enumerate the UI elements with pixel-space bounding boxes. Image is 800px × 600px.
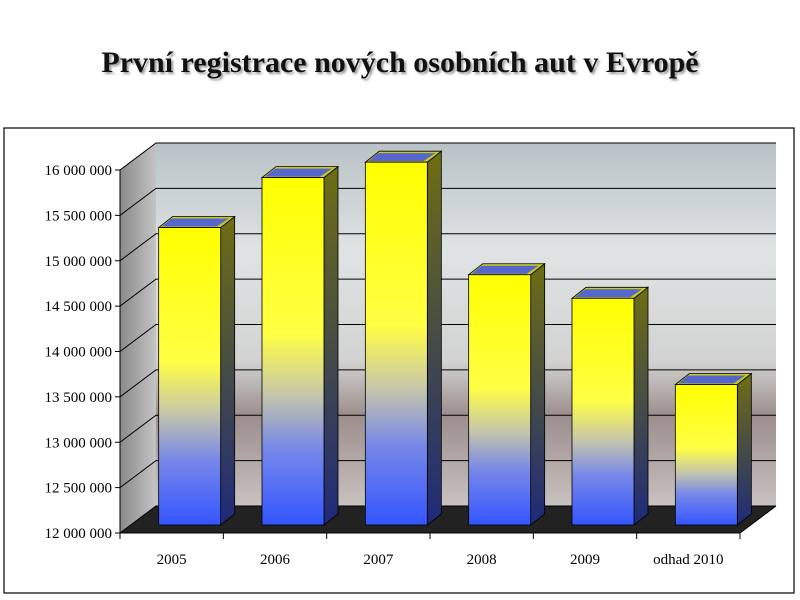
x-tick-label: 2007 <box>363 552 394 568</box>
x-axis: 2005 2006 2007 2008 2009 odhad 2010 <box>119 505 777 568</box>
x-tick-label: 2009 <box>570 552 600 568</box>
y-tick-label: 12 500 000 <box>45 481 113 497</box>
y-tick-label: 15 000 000 <box>45 254 113 270</box>
floor-edge <box>739 505 777 534</box>
bar <box>157 215 236 526</box>
bar-front <box>468 274 532 526</box>
bar <box>570 286 650 526</box>
y-tick-label: 13 500 000 <box>45 390 113 406</box>
x-tick-label: 2008 <box>467 552 497 568</box>
y-tick-label: 16 000 000 <box>45 163 113 179</box>
bar <box>260 165 340 526</box>
gridline <box>119 187 776 216</box>
gridline <box>119 460 776 489</box>
bar-top-shade <box>265 168 332 177</box>
bar-front <box>674 384 738 526</box>
bar-front <box>158 227 222 526</box>
x-tick-label: 2005 <box>157 552 187 568</box>
gridline <box>119 369 776 398</box>
y-tick-label: 12 000 000 <box>45 526 113 542</box>
bar-top-shade <box>368 153 436 162</box>
gridline <box>119 414 776 443</box>
y-tick-label: 15 500 000 <box>45 208 113 224</box>
bar-front <box>364 161 428 526</box>
bar-side <box>633 286 649 526</box>
gridline <box>119 505 776 534</box>
y-axis: 12 000 000 12 500 000 13 000 000 13 500 000… <box>45 163 121 542</box>
bar-top-shade <box>471 265 539 274</box>
bar-front <box>261 177 325 526</box>
bar-top-shade <box>161 218 229 227</box>
bar <box>674 372 753 526</box>
y-tick-label: 14 000 000 <box>45 345 113 361</box>
gridline <box>119 324 776 352</box>
bar-side <box>426 150 442 526</box>
gridline <box>119 233 776 262</box>
x-tick-label: odhad 2010 <box>653 552 723 568</box>
gridline <box>119 278 776 307</box>
bar-side <box>530 262 546 526</box>
bar-side <box>220 215 236 526</box>
y-tick-label: 14 500 000 <box>45 299 113 315</box>
gridlines <box>119 142 776 534</box>
bar <box>364 150 443 526</box>
bar-top-shade <box>678 375 746 384</box>
bar <box>467 262 546 526</box>
bar-side <box>323 165 339 526</box>
y-tick-label: 13 000 000 <box>45 435 113 451</box>
gridline <box>119 142 776 171</box>
bar-top-shade <box>575 289 642 298</box>
bars <box>157 150 753 526</box>
bar-side <box>736 372 752 526</box>
chart-title: První registrace nových osobních aut v E… <box>101 46 699 79</box>
x-tick-label: 2006 <box>260 552 291 568</box>
bar-front <box>571 297 635 526</box>
